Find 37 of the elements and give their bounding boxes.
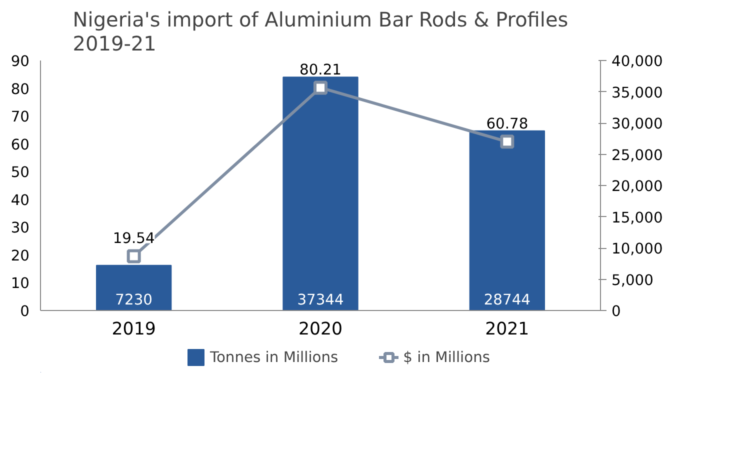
y-tick-label: 10 (10, 275, 30, 292)
chart-title: Nigeria's import of Aluminium Bar Rods & Profiles 2019-21 (72, 8, 568, 56)
x-tick-label: 2019 (112, 320, 156, 340)
y2-tick-label: 35,000 (612, 84, 663, 102)
point (500, 134, 514, 149)
point (126, 249, 141, 264)
y2-tick-label: 40,000 (612, 53, 663, 70)
legend-label: $ in Millions (403, 348, 490, 366)
data-label: 80.21 (300, 62, 342, 79)
x-tick-label: 2021 (485, 320, 530, 340)
y-tick-label: 20 (10, 247, 30, 264)
y2-tick-label: 0 (612, 303, 621, 320)
x-tick-label: 2020 (298, 320, 343, 340)
data-label: 7230 (115, 292, 152, 308)
y2-tick-label: 25,000 (612, 146, 663, 164)
y-tick-label: 80 (10, 80, 30, 98)
y-tick-label: 0 (20, 303, 30, 320)
y2-tick-label: 30,000 (612, 116, 663, 132)
y-tick-label: 50 (10, 164, 30, 182)
y-tick-label: 30 (10, 220, 30, 237)
y2-tick-label: 10,000 (612, 240, 663, 258)
data-label: 60.78 (486, 116, 528, 133)
data-label: 28744 (484, 292, 530, 308)
y-tick-label: 70 (10, 108, 30, 126)
y2-tick-label: 15,000 (612, 209, 663, 226)
y2-tick-label: 20,000 (612, 178, 663, 195)
legend-label: Tonnes in Millions (210, 348, 338, 366)
y-tick-label: 40 (10, 192, 30, 209)
y2-tick-label: 5,000 (612, 272, 654, 289)
data-label: 37344 (297, 292, 344, 308)
bar (96, 264, 172, 310)
data-label: 19.54 (112, 230, 155, 248)
y-tick-label: 60 (10, 136, 30, 154)
point (314, 80, 328, 95)
y-tick-label: 90 (10, 53, 30, 70)
bar (282, 76, 358, 310)
bar (469, 130, 545, 310)
